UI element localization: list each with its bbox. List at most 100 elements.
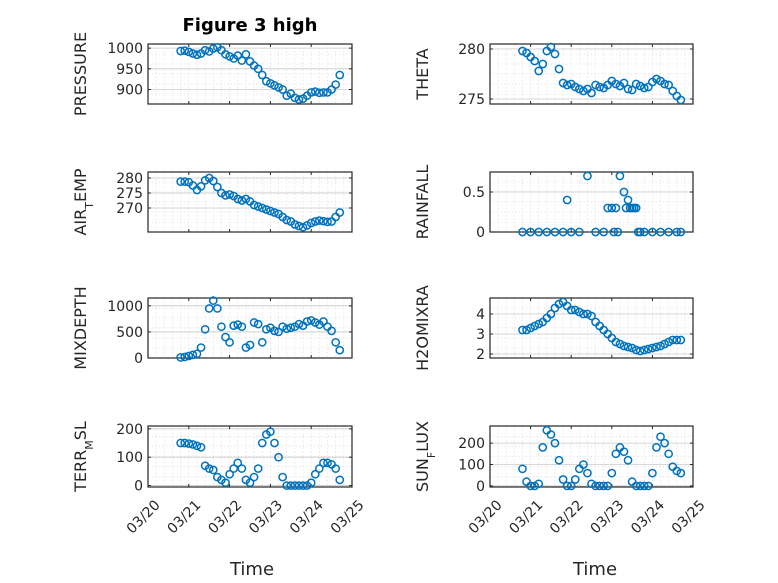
data-point: [298, 222, 308, 232]
data-point: [648, 227, 657, 237]
y-tick-label: 500: [116, 325, 143, 341]
y-tick-label: 0: [134, 479, 143, 495]
data-point: [664, 449, 673, 459]
y-tick-label: 280: [116, 171, 143, 187]
data-point: [180, 46, 190, 55]
data-point: [253, 64, 263, 74]
data-point: [213, 182, 222, 192]
data-point: [225, 52, 234, 61]
data-point: [599, 481, 609, 491]
y-tick-label: 200: [116, 422, 143, 438]
data-point: [627, 343, 637, 353]
data-point: [623, 455, 633, 465]
data-point: [221, 49, 230, 59]
data-point: [237, 56, 247, 65]
data-point: [270, 438, 279, 448]
y-tick-label: 100: [116, 450, 143, 466]
data-point: [319, 216, 328, 226]
data-point: [550, 438, 560, 448]
data-point: [315, 88, 324, 98]
data-point: [639, 83, 649, 93]
data-point: [570, 305, 580, 315]
data-point: [229, 464, 239, 473]
data-point: [278, 85, 287, 94]
data-point: [184, 47, 194, 57]
data-point: [676, 335, 686, 345]
data-point: [613, 227, 623, 237]
data-point: [229, 321, 239, 331]
y-tick-label: 0: [476, 225, 485, 241]
data-point: [611, 337, 621, 347]
data-point: [546, 430, 556, 439]
data-point: [526, 323, 535, 333]
data-point: [615, 339, 625, 349]
data-point: [595, 481, 604, 491]
data-point: [180, 352, 190, 362]
axes-box: [147, 171, 353, 233]
data-point: [282, 324, 292, 334]
data-point: [554, 299, 564, 309]
data-point: [562, 80, 572, 90]
data-point: [676, 95, 686, 105]
data-point: [184, 351, 194, 361]
x-axis-label-right: Time: [572, 559, 617, 580]
data-point: [208, 176, 218, 186]
data-point: [249, 472, 259, 482]
data-point: [180, 177, 190, 186]
data-point: [522, 325, 531, 335]
data-point: [176, 353, 185, 362]
data-point: [261, 324, 271, 334]
data-point: [611, 449, 621, 459]
subplot-5: 0 500 1000 MIXDEPTH: [71, 286, 353, 370]
data-point: [656, 227, 665, 237]
data-point: [270, 326, 279, 336]
data-point: [290, 481, 300, 490]
data-point: [603, 203, 613, 213]
data-point: [253, 202, 263, 211]
data-point: [619, 341, 629, 351]
data-point: [538, 59, 548, 69]
data-point: [282, 91, 292, 101]
data-point: [310, 87, 320, 96]
subplot-1: 900 950 1000 PRESSURE: [71, 32, 353, 116]
data-point: [192, 349, 202, 359]
data-point: [562, 195, 572, 205]
y-tick-label: 200: [458, 436, 485, 452]
y-tick-label: 950: [116, 62, 143, 78]
data-point: [558, 78, 568, 88]
data-point: [609, 227, 619, 237]
data-point: [587, 311, 596, 321]
data-point: [635, 81, 645, 91]
data-point: [635, 481, 645, 491]
data-point: [221, 332, 230, 342]
figure-title: Figure 3 high: [183, 15, 318, 36]
data-point: [619, 78, 629, 88]
y-axis-label-subscript: F: [425, 452, 438, 458]
data-point: [294, 95, 304, 104]
data-point: [583, 171, 592, 181]
data-point: [643, 344, 653, 354]
data-point: [188, 440, 198, 449]
data-point: [331, 80, 341, 89]
data-point: [635, 227, 645, 237]
data-point: [648, 468, 657, 478]
axes-box: [489, 43, 694, 105]
data-point: [566, 227, 576, 237]
data-point: [261, 76, 271, 86]
data-point: [550, 227, 560, 237]
data-point: [208, 465, 218, 475]
data-point: [294, 221, 304, 231]
data-point: [534, 479, 544, 489]
data-point: [204, 464, 214, 473]
y-tick-label: 3: [476, 327, 485, 343]
data-point: [335, 70, 345, 80]
y-tick-label: 280: [458, 42, 485, 58]
data-point: [319, 458, 328, 468]
data-point: [274, 83, 283, 92]
data-point: [623, 84, 633, 94]
data-point: [664, 337, 673, 347]
data-point: [530, 56, 540, 66]
axes-box: [147, 43, 353, 105]
data-point: [286, 481, 296, 490]
data-point: [660, 339, 669, 349]
